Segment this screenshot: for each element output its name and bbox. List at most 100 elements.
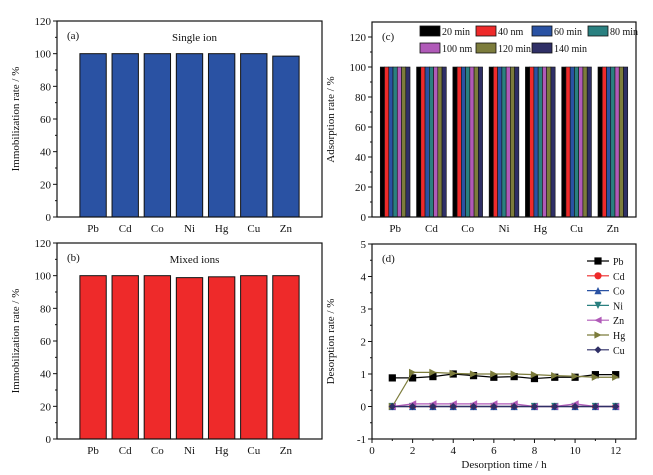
- plot-frame: [371, 21, 637, 218]
- x-tick-label: Cu: [570, 223, 583, 235]
- marker-diamond: [490, 402, 498, 411]
- y-tick-label: 5: [361, 239, 367, 251]
- bar-zn-80-min: [610, 66, 616, 218]
- marker-triangle-right: [591, 373, 599, 381]
- bar-hg-40-nm: [529, 66, 535, 218]
- marker-triangle-right: [449, 369, 457, 377]
- marker-square: [612, 371, 620, 379]
- y-tick-label: 80: [40, 81, 52, 93]
- legend-swatch: [419, 25, 441, 37]
- x-tick-label: Ni: [499, 223, 510, 235]
- y-axis-title: Immobilization rate / %: [10, 289, 22, 394]
- bar-cd-20-min: [416, 66, 422, 218]
- bar-hg: [207, 53, 236, 218]
- bar-cu-20-min: [561, 66, 567, 218]
- bar-ni-60-min: [497, 66, 503, 218]
- legend-swatch: [531, 25, 553, 37]
- y-tick-label: 40: [40, 147, 52, 159]
- legend-label: 100 nm: [442, 44, 473, 55]
- bar-ni: [175, 277, 204, 440]
- x-tick-label: Cd: [119, 223, 132, 235]
- marker-triangle-right: [510, 370, 518, 378]
- bar-zn-20-min: [597, 66, 603, 218]
- marker-square: [490, 373, 498, 381]
- bar-pb-120-min: [401, 66, 407, 218]
- y-tick-label: 120: [350, 32, 367, 44]
- x-tick-label: Cu: [247, 223, 260, 235]
- legend-label: 140 min: [554, 44, 587, 55]
- panel-label: (a): [67, 30, 80, 42]
- bar-cu-120-min: [582, 66, 588, 218]
- series-zn: [388, 400, 620, 411]
- marker-diamond: [449, 402, 457, 411]
- bar-cd-100-nm: [433, 66, 439, 218]
- marker-diamond: [594, 346, 602, 354]
- y-axis-title: Adsorption rate / %: [325, 76, 337, 162]
- marker-triangle-right: [429, 368, 437, 376]
- panel-a-single-ion: Pb Cd Co Ni Hg Cu Zn 0 20 40 60 80 100 120 Immobilizat…: [10, 16, 323, 235]
- legend-swatch: [475, 25, 497, 37]
- bar-zn-40-nm: [601, 66, 607, 218]
- legend-item: 60 min: [531, 25, 582, 38]
- x-tick-label: 8: [532, 445, 538, 457]
- y-tick-label: 0: [361, 212, 367, 224]
- x-tick-label: Co: [151, 445, 164, 457]
- bar-cd-60-min: [424, 66, 430, 218]
- bar-pb-60-min: [388, 66, 394, 218]
- x-tick-label: Zn: [607, 223, 620, 235]
- x-tick-label: 6: [491, 445, 497, 457]
- marker-triangle-right: [469, 370, 478, 378]
- panel-label: (c): [382, 31, 395, 43]
- bar-hg-20-min: [525, 66, 530, 218]
- marker-triangle-right: [571, 372, 579, 380]
- legend-label: 20 min: [442, 27, 470, 38]
- x-tick-label: 4: [450, 445, 456, 457]
- y-tick-label: 120: [35, 238, 52, 250]
- legend: Pb Cd Co Ni Zn Hg Cu: [587, 257, 625, 357]
- y-tick-label: 0: [46, 434, 52, 446]
- y-tick-label: 0: [46, 212, 52, 224]
- y-tick-label: -1: [357, 434, 366, 446]
- bar-co: [143, 275, 172, 440]
- x-tick-label: 12: [610, 445, 621, 457]
- marker-diamond: [551, 402, 559, 411]
- bar-co-80-min: [465, 66, 471, 218]
- marker-diamond: [429, 402, 437, 411]
- bar-pb: [79, 275, 107, 440]
- bar-co-140-min: [478, 66, 483, 218]
- x-tick-label: Cd: [425, 223, 438, 235]
- x-axis-title: Desorption time / h: [461, 459, 547, 471]
- x-tick-label: Pb: [389, 223, 401, 235]
- y-tick-label: 100: [350, 62, 367, 74]
- bar-pb-40-nm: [384, 66, 390, 218]
- marker-triangle-right: [612, 373, 620, 381]
- x-tick-label: Hg: [215, 223, 229, 235]
- x-tick-label: Cd: [119, 445, 132, 457]
- legend-item: Cd: [587, 272, 625, 283]
- bar-cu-60-min: [569, 66, 575, 218]
- legend-item: Hg: [587, 331, 625, 342]
- bar-hg-140-min: [550, 66, 556, 218]
- x-tick-label: Ni: [184, 223, 195, 235]
- legend-label: Zn: [613, 316, 624, 327]
- legend-label: Hg: [613, 331, 625, 342]
- marker-triangle-right: [551, 372, 559, 380]
- legend-label: 40 nm: [498, 27, 524, 38]
- marker-square: [429, 373, 437, 381]
- x-tick-label: Zn: [280, 445, 293, 457]
- marker-diamond: [388, 402, 396, 411]
- legend: 20 min 40 nm 60 min 80 min 100 nm 120 min 140 …: [419, 25, 638, 55]
- legend-label: 60 min: [554, 27, 582, 38]
- legend-item: 20 min: [419, 25, 470, 38]
- x-tick-label: Co: [151, 223, 164, 235]
- x-tick-label: Cu: [247, 445, 260, 457]
- panel-label: (d): [382, 253, 395, 265]
- panel-c-adsorption: Pb Cd Co Ni Hg Cu Zn 0 20 40 60 80 100 120 Adsorption …: [325, 21, 638, 235]
- marker-diamond: [409, 402, 417, 411]
- bar-cd-80-min: [429, 66, 434, 218]
- legend-item: Ni: [587, 301, 623, 312]
- bar-co-20-min: [452, 66, 458, 218]
- marker-diamond: [469, 402, 478, 411]
- y-tick-label: 100: [35, 271, 52, 283]
